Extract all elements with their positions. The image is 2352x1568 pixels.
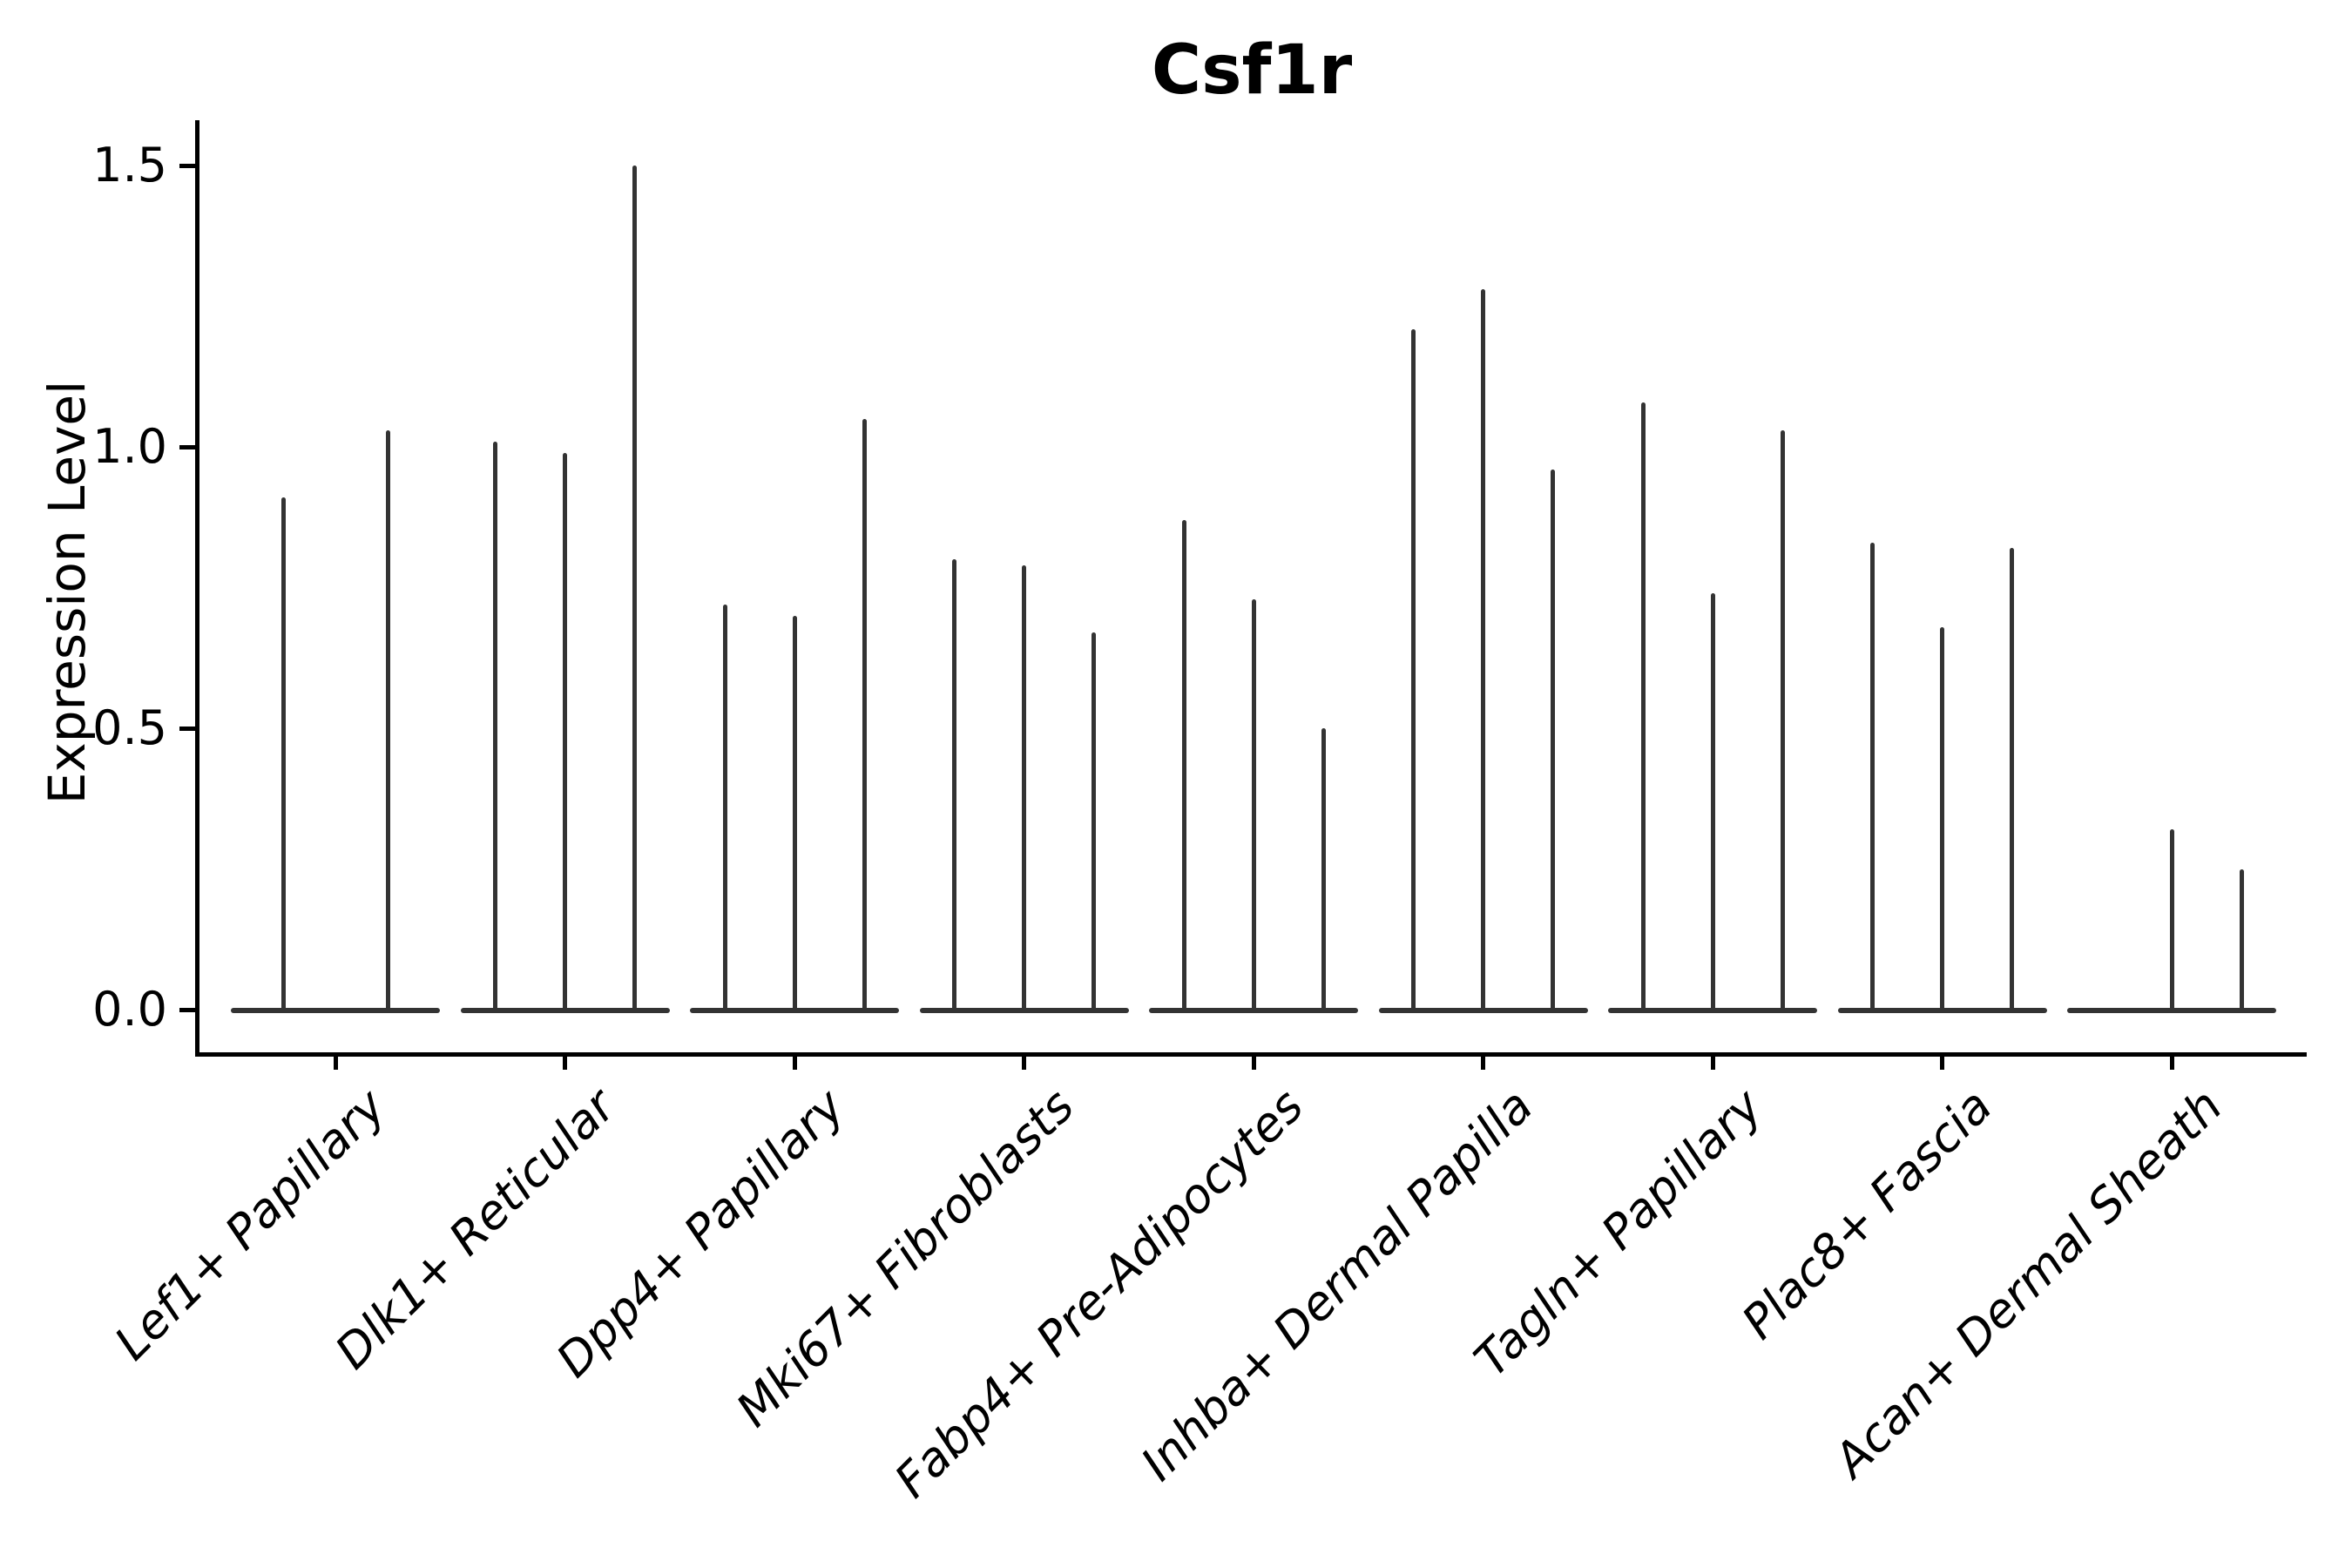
x-tick-mark bbox=[1481, 1056, 1485, 1070]
violin-spike bbox=[385, 429, 390, 1011]
y-tick-label: 0.0 bbox=[92, 982, 167, 1037]
chart-title: Csf1r bbox=[1151, 31, 1353, 110]
violin-spike bbox=[1481, 289, 1485, 1011]
y-tick-label: 0.5 bbox=[92, 700, 167, 756]
violin-spike bbox=[1022, 564, 1026, 1011]
y-tick-mark bbox=[179, 1007, 195, 1012]
violin-spike bbox=[792, 615, 797, 1011]
y-tick-mark bbox=[179, 444, 195, 449]
x-tick-mark bbox=[1940, 1056, 1944, 1070]
violin-spike bbox=[1640, 402, 1646, 1011]
x-tick-label: Acan+ Dermal Sheath bbox=[1822, 1078, 2233, 1488]
y-tick-label: 1.5 bbox=[92, 138, 167, 193]
violin-spike bbox=[952, 559, 956, 1011]
violin-spike bbox=[632, 166, 637, 1011]
violin-spike bbox=[280, 497, 286, 1011]
violin-spike bbox=[1551, 470, 1555, 1011]
violin-spike bbox=[1092, 632, 1096, 1011]
x-tick-label: Fabp4+ Pre-Adipocytes bbox=[884, 1078, 1315, 1509]
x-tick-mark bbox=[1022, 1056, 1026, 1070]
violin-spike bbox=[2169, 829, 2174, 1011]
x-tick-mark bbox=[1710, 1056, 1715, 1070]
violin-spike bbox=[1710, 593, 1715, 1011]
violin-spike bbox=[1181, 520, 1186, 1011]
y-tick-mark bbox=[179, 163, 195, 168]
x-tick-mark bbox=[1251, 1056, 1256, 1070]
y-axis-label: Expression Level bbox=[37, 380, 97, 805]
x-tick-mark bbox=[563, 1056, 567, 1070]
violin-spike bbox=[1251, 598, 1256, 1011]
x-tick-mark bbox=[792, 1056, 797, 1070]
violin-spike bbox=[862, 418, 867, 1011]
violin-spike bbox=[2239, 868, 2244, 1011]
y-tick-mark bbox=[179, 726, 195, 731]
violin-spike bbox=[1780, 429, 1785, 1011]
violin-spike bbox=[563, 452, 567, 1011]
y-axis-spine bbox=[194, 120, 199, 1057]
violin-spike bbox=[1411, 328, 1416, 1011]
violin-spike bbox=[1321, 728, 1326, 1011]
x-tick-label: Inhba+ Dermal Papilla bbox=[1131, 1078, 1544, 1491]
x-tick-mark bbox=[333, 1056, 338, 1070]
x-axis-spine bbox=[194, 1051, 2307, 1057]
y-tick-label: 1.0 bbox=[92, 419, 167, 475]
violin-base bbox=[231, 1008, 440, 1013]
violin-spike bbox=[722, 605, 727, 1011]
violin-spike bbox=[1940, 626, 1944, 1011]
violin-spike bbox=[493, 441, 497, 1011]
violin-spike bbox=[2010, 548, 2014, 1011]
x-tick-mark bbox=[2169, 1056, 2174, 1070]
violin-spike bbox=[1870, 542, 1875, 1011]
